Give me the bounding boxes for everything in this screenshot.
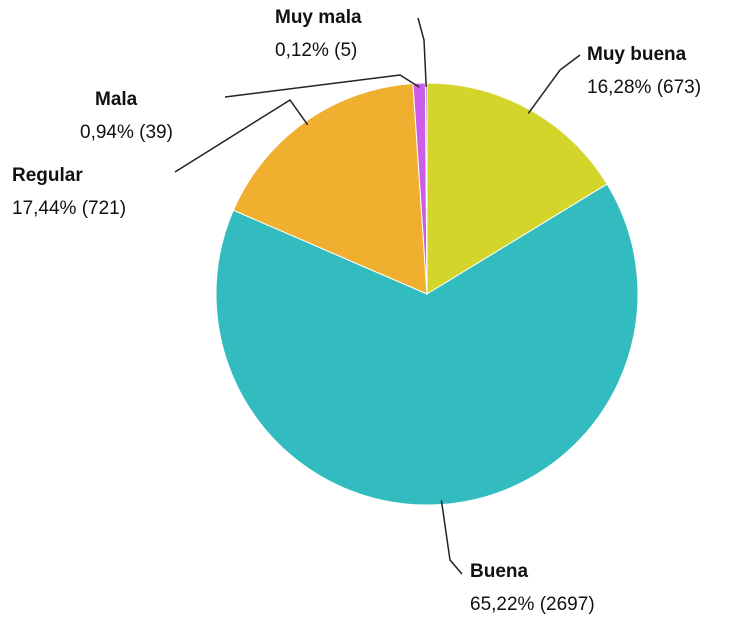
- slice-value-label: 65,22% (2697): [470, 594, 595, 615]
- slice-label: Buena: [470, 561, 529, 582]
- slice-label: Muy mala: [275, 7, 362, 28]
- slice-value-label: 16,28% (673): [587, 77, 701, 98]
- slice-label: Muy buena: [587, 44, 687, 65]
- leader-line: [417, 17, 427, 88]
- leader-line: [527, 54, 581, 114]
- slice-label: Regular: [12, 165, 83, 186]
- slice-value-label: 17,44% (721): [12, 198, 126, 219]
- leader-line: [440, 500, 463, 575]
- slice-value-label: 0,94% (39): [80, 122, 173, 143]
- leader-line: [224, 74, 420, 98]
- slice-label: Mala: [95, 89, 138, 110]
- leader-line: [174, 98, 309, 173]
- slice-value-label: 0,12% (5): [275, 40, 357, 61]
